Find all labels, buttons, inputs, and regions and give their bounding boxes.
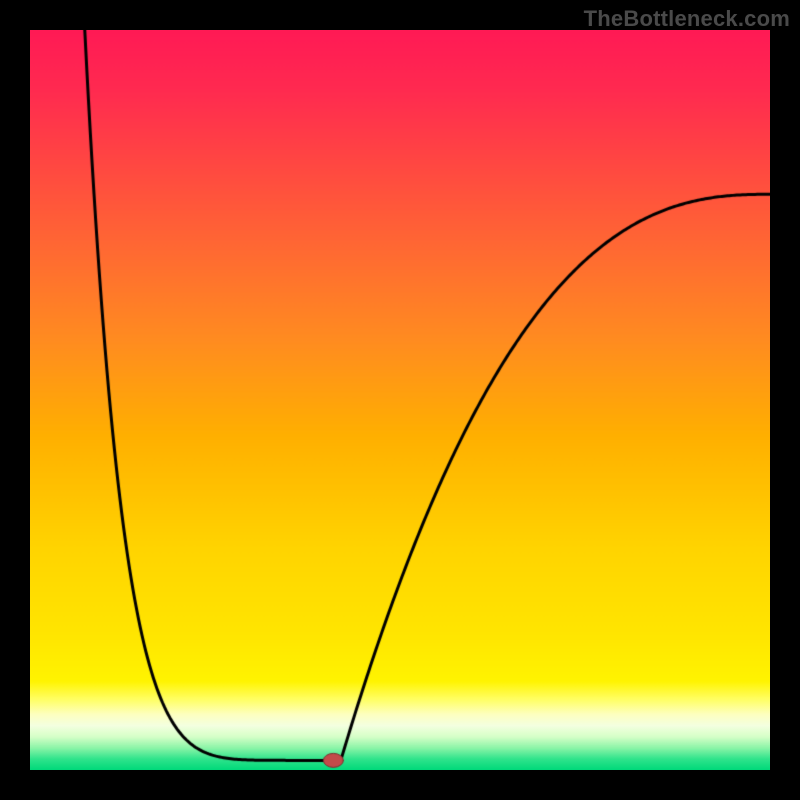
chart-frame: TheBottleneck.com xyxy=(0,0,800,800)
plot-canvas xyxy=(30,30,770,770)
plot-area xyxy=(30,30,770,770)
watermark-text: TheBottleneck.com xyxy=(584,6,790,32)
